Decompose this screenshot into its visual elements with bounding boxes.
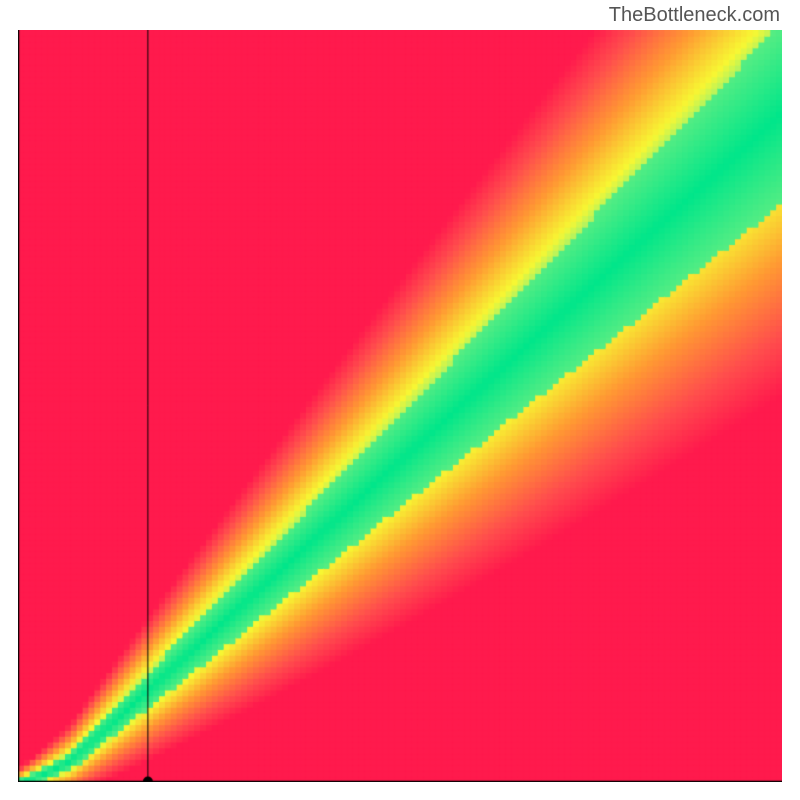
bottleneck-heatmap bbox=[18, 30, 782, 782]
heatmap-canvas bbox=[18, 30, 782, 782]
watermark-text: TheBottleneck.com bbox=[609, 4, 780, 27]
